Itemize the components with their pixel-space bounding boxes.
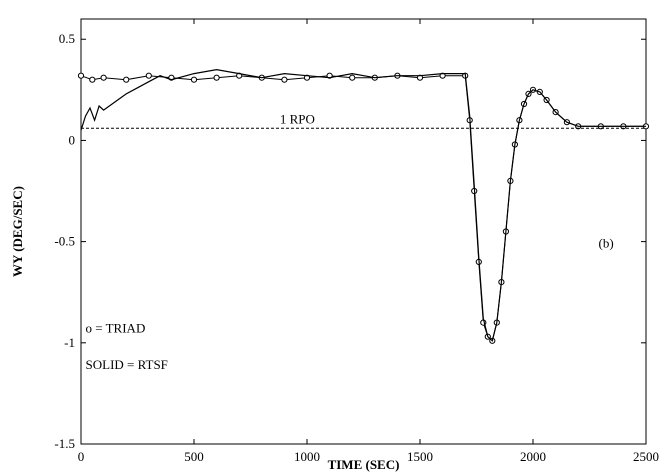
series-layer [77, 68, 650, 344]
x-tick-label: 2500 [633, 449, 659, 464]
x-tick-label: 1500 [407, 449, 433, 464]
legend-triad: o = TRIAD [86, 321, 146, 336]
panel-label: (b) [599, 236, 614, 251]
series-line-triad [80, 75, 646, 342]
plot-frame [80, 18, 647, 445]
triad-point [89, 76, 96, 83]
triad-point [77, 72, 85, 79]
legend-rtsf: SOLID = RTSF [86, 357, 168, 372]
x-tick-label: 1000 [294, 449, 320, 464]
triad-point [145, 72, 152, 79]
y-axis-title: WY (DEG/SEC) [10, 186, 25, 277]
x-tick-label: 0 [78, 449, 85, 464]
rpo-label: 1 RPO [280, 111, 315, 126]
triad-point [190, 76, 198, 83]
y-tick-label: -1 [64, 335, 75, 350]
x-tick-label: 500 [184, 449, 204, 464]
y-tick-label: -1.5 [54, 436, 75, 451]
tick-labels: 0 500 1000 1500 2000 2500 0.5 0 -0.5 -1 -1.5 [54, 31, 659, 464]
triad-point [281, 76, 288, 83]
triad-point [349, 74, 356, 81]
axis-ticks [80, 19, 647, 445]
triad-point [213, 74, 220, 81]
triad-point [100, 74, 107, 81]
y-tick-label: 0.5 [59, 31, 75, 46]
triad-point [123, 76, 130, 83]
y-tick-label: 0 [69, 132, 76, 147]
x-axis-title: TIME (SEC) [328, 457, 400, 472]
x-tick-label: 2000 [520, 449, 546, 464]
series-line-rtsf [80, 68, 646, 342]
y-tick-label: -0.5 [54, 234, 75, 249]
